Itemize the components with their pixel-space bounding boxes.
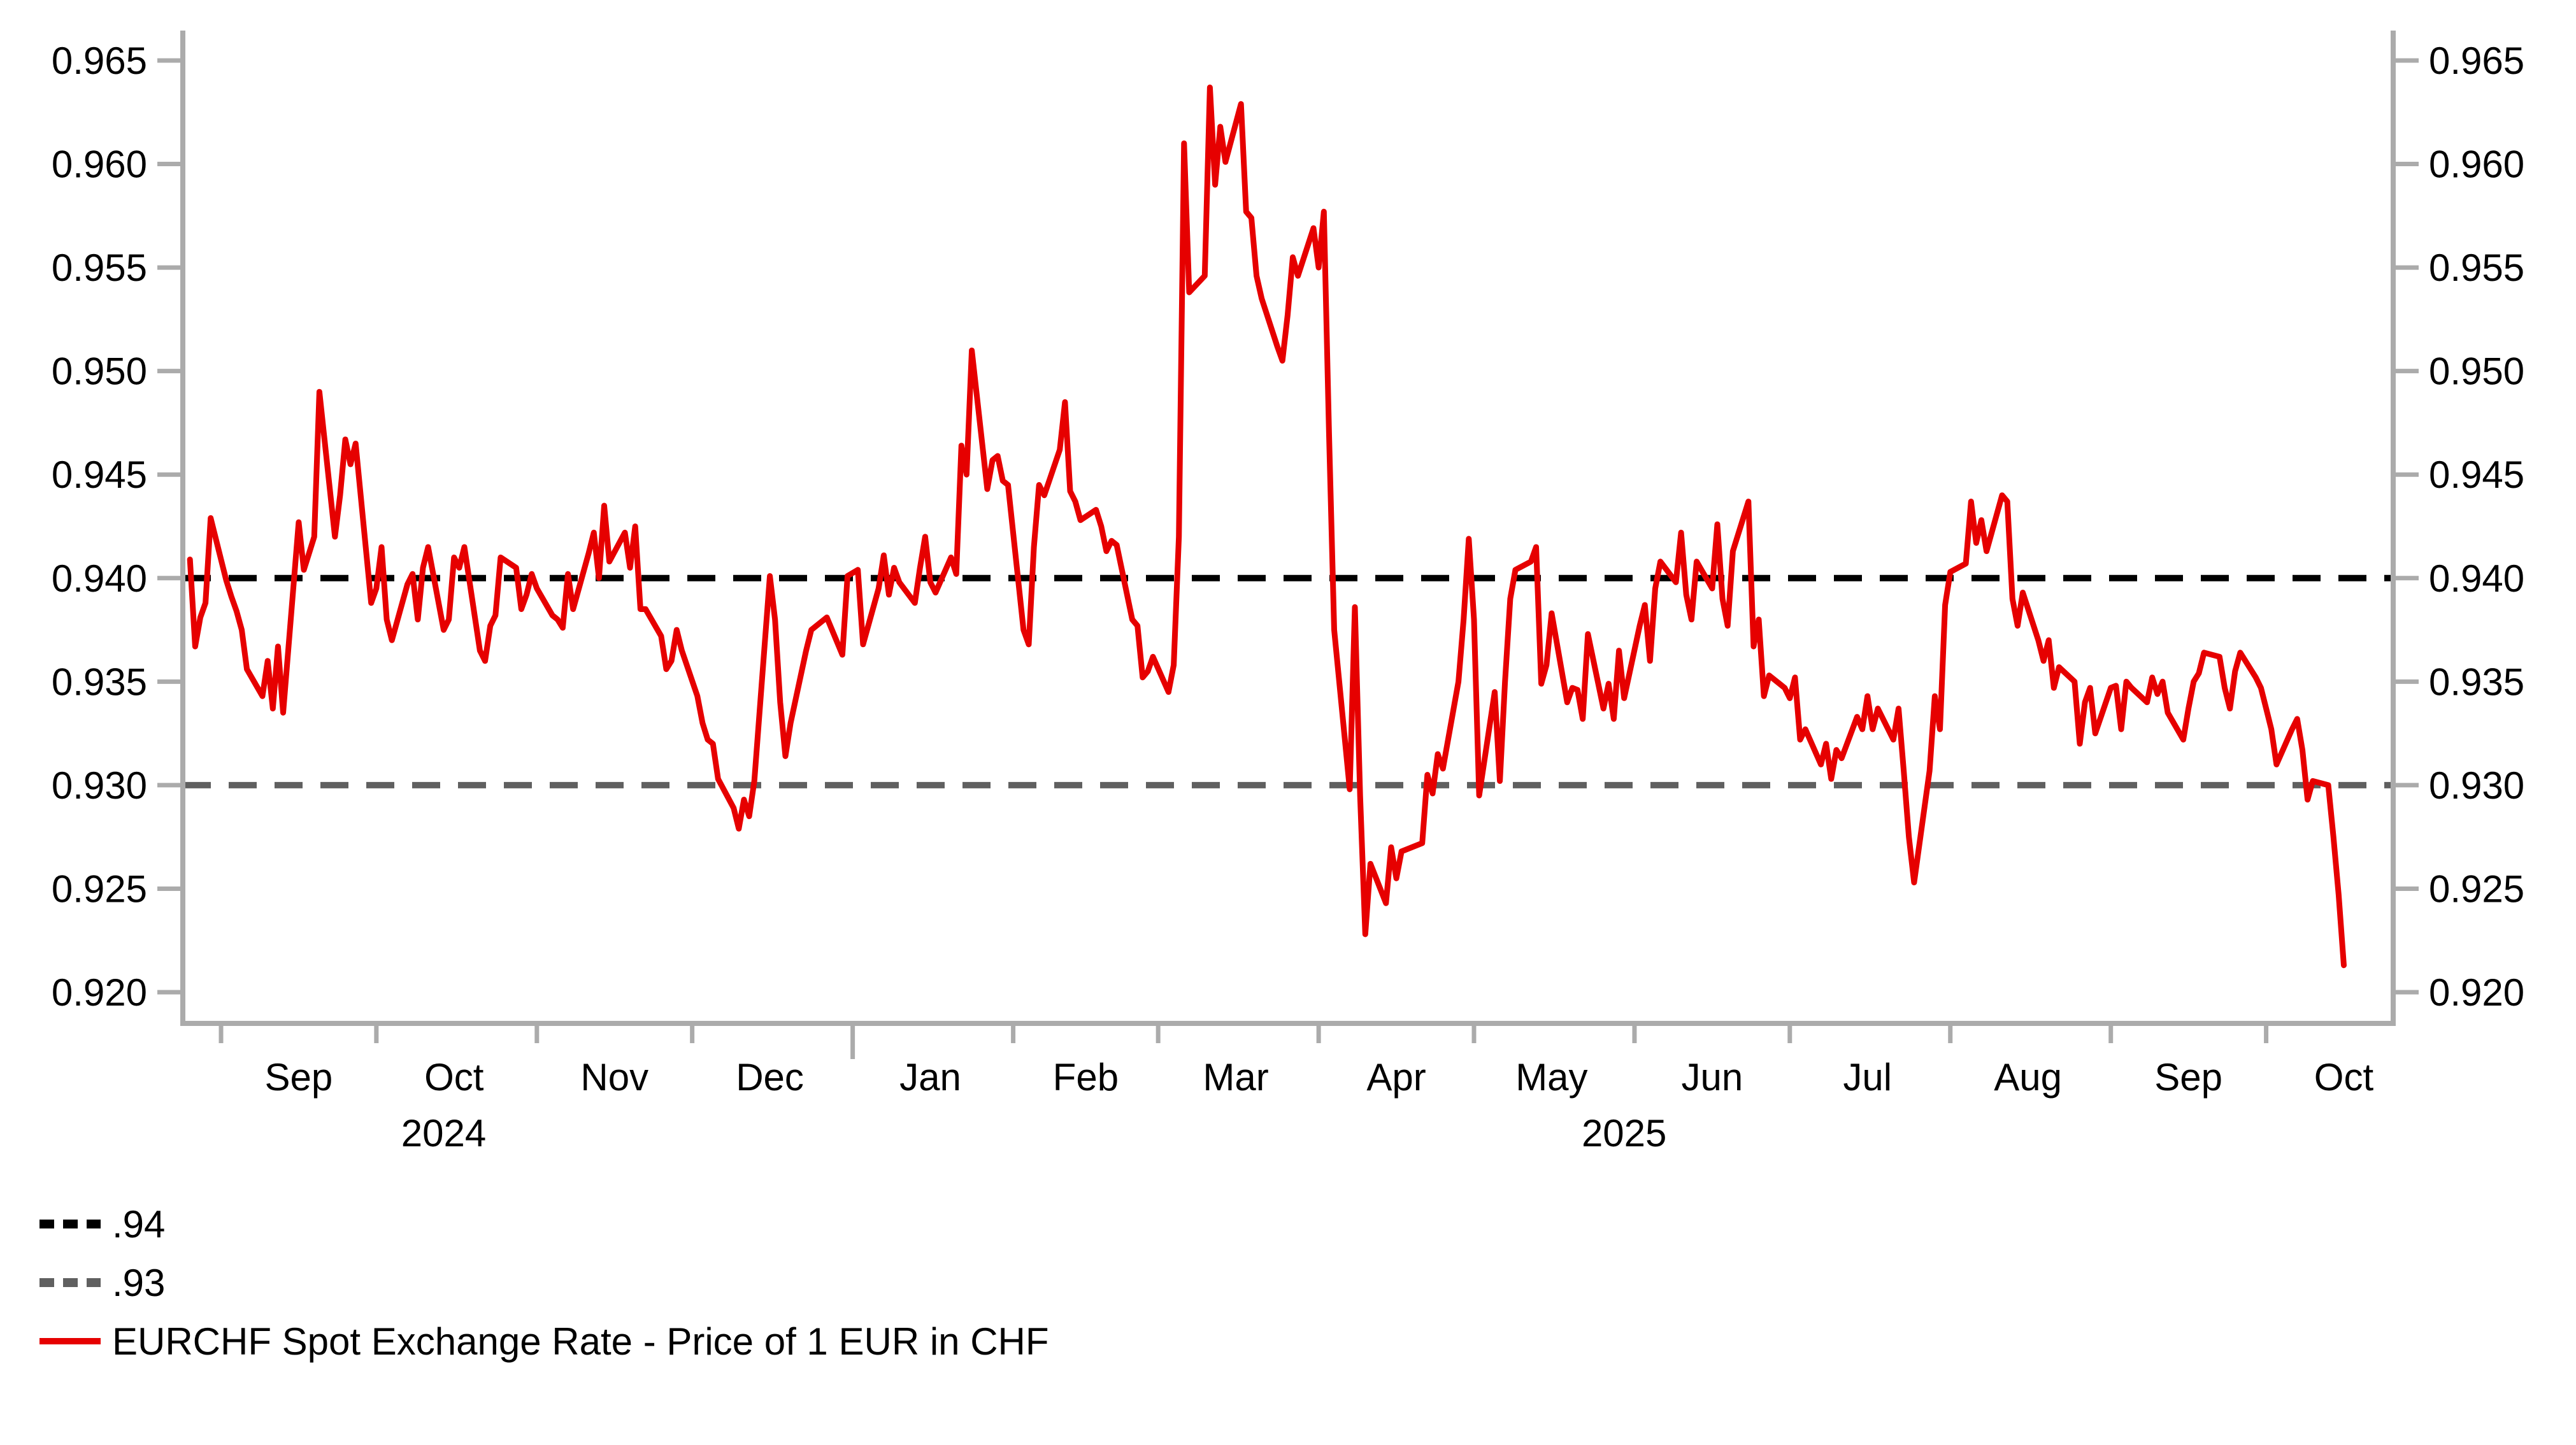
legend: .94 .93 EURCHF Spot Exchange Rate - Pric… bbox=[39, 1203, 1049, 1363]
legend-label-series: EURCHF Spot Exchange Rate - Price of 1 E… bbox=[112, 1320, 1049, 1363]
y-tick-label-right: 0.965 bbox=[2429, 39, 2524, 82]
x-month-label: Oct bbox=[424, 1056, 484, 1099]
y-tick-label-right: 0.940 bbox=[2429, 557, 2524, 600]
y-tick-label-right: 0.945 bbox=[2429, 453, 2524, 496]
x-month-label: Jun bbox=[1681, 1056, 1743, 1099]
y-tick-label-left: 0.945 bbox=[52, 453, 147, 496]
y-tick-label-left: 0.930 bbox=[52, 764, 147, 807]
x-month-label: Jul bbox=[1843, 1056, 1892, 1099]
y-tick-label-left: 0.925 bbox=[52, 867, 147, 910]
x-month-label: Sep bbox=[2154, 1056, 2222, 1099]
y-tick-label-right: 0.930 bbox=[2429, 764, 2524, 807]
legend-label-ref93: .93 bbox=[112, 1262, 165, 1304]
x-month-label: Dec bbox=[736, 1056, 804, 1099]
y-tick-label-right: 0.960 bbox=[2429, 143, 2524, 186]
series-line-eurchf bbox=[187, 84, 2347, 969]
y-tick-label-left: 0.960 bbox=[52, 143, 147, 186]
y-tick-label-left: 0.935 bbox=[52, 660, 147, 703]
y-tick-label-left: 0.940 bbox=[52, 557, 147, 600]
x-month-label: Mar bbox=[1203, 1056, 1268, 1099]
y-tick-label-left: 0.950 bbox=[52, 350, 147, 393]
x-month-label: Jan bbox=[899, 1056, 961, 1099]
x-month-label: May bbox=[1515, 1056, 1587, 1099]
x-month-label: Oct bbox=[2314, 1056, 2374, 1099]
x-month-label: Apr bbox=[1366, 1056, 1426, 1099]
y-tick-label-right: 0.950 bbox=[2429, 350, 2524, 393]
x-month-label: Feb bbox=[1053, 1056, 1119, 1099]
y-tick-label-right: 0.955 bbox=[2429, 246, 2524, 289]
y-tick-label-left: 0.920 bbox=[52, 971, 147, 1014]
x-year-label: 2025 bbox=[1582, 1112, 1666, 1155]
y-tick-label-right: 0.925 bbox=[2429, 867, 2524, 910]
y-tick-label-right: 0.935 bbox=[2429, 660, 2524, 703]
x-month-label: Aug bbox=[1994, 1056, 2062, 1099]
x-year-label: 2024 bbox=[401, 1112, 486, 1155]
chart-generated-layer: 0.920 0.920 0.925 0.925 0.930 0.930 0.935 0.935… bbox=[52, 31, 2524, 1155]
y-tick-label-left: 0.955 bbox=[52, 246, 147, 289]
y-tick-label-left: 0.965 bbox=[52, 39, 147, 82]
x-month-label: Sep bbox=[265, 1056, 333, 1099]
y-tick-label-right: 0.920 bbox=[2429, 971, 2524, 1014]
legend-label-ref94: .94 bbox=[112, 1203, 165, 1246]
x-month-label: Nov bbox=[580, 1056, 648, 1099]
